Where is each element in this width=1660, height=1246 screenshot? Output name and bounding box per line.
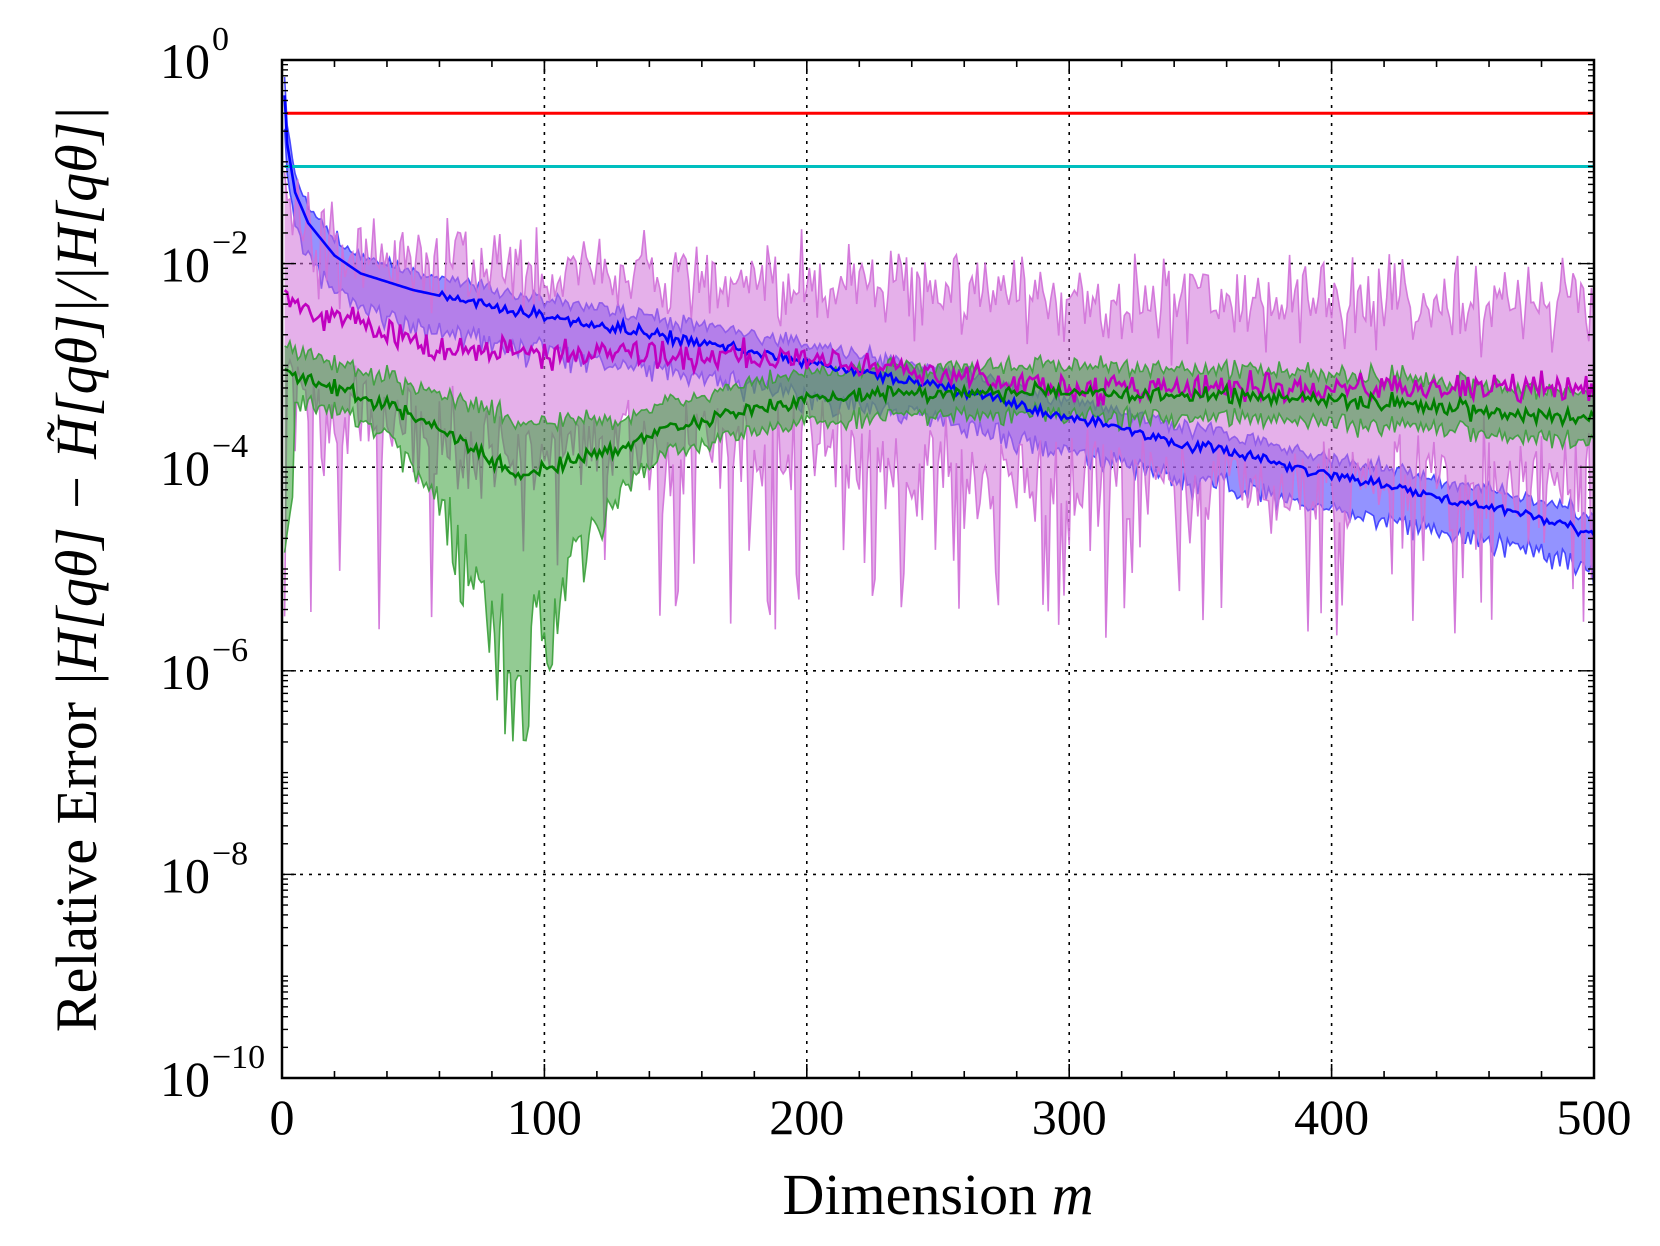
y-tick-label-base: 10 bbox=[160, 1051, 210, 1107]
plot-frame bbox=[280, 58, 1596, 1080]
y-tick-label-exp: −4 bbox=[212, 428, 248, 465]
x-tick-label: 200 bbox=[769, 1089, 844, 1145]
series-line-blue bbox=[283, 95, 1594, 538]
x-tick-labels: 0 100 200 300 400 500 bbox=[270, 1089, 1632, 1145]
x-tick-label: 400 bbox=[1294, 1089, 1369, 1145]
x-tick-label: 0 bbox=[270, 1089, 295, 1145]
series-band-green bbox=[284, 341, 1594, 742]
series-band-upper-green bbox=[284, 338, 1594, 433]
y-tick-label-exp: −6 bbox=[212, 632, 248, 669]
y-tick-label-base: 10 bbox=[160, 847, 210, 903]
x-tick-label: 500 bbox=[1557, 1089, 1632, 1145]
x-axis-variable: m bbox=[1052, 1162, 1094, 1227]
y-tick-label-base: 10 bbox=[160, 644, 210, 700]
series-band-lower-green bbox=[283, 394, 1594, 742]
x-tick-label: 100 bbox=[507, 1089, 582, 1145]
y-tick-label-exp: −2 bbox=[212, 225, 248, 262]
series-line-magenta bbox=[283, 289, 1594, 407]
y-tick-label-base: 10 bbox=[160, 440, 210, 496]
x-axis-title: Dimension m bbox=[783, 1162, 1094, 1227]
y-tick-label-base: 10 bbox=[160, 33, 210, 89]
y-tick-label-exp: −10 bbox=[212, 1039, 265, 1076]
series-band-upper-magenta bbox=[283, 172, 1594, 366]
y-axis-title-prefix: Relative Error bbox=[44, 702, 109, 1032]
series-lines bbox=[283, 95, 1594, 538]
series-bands bbox=[283, 76, 1594, 742]
x-axis-title-text: Dimension bbox=[783, 1162, 1038, 1227]
y-axis-title: Relative Error |H[qθ] − H̃[qθ]|/|H[qθ]| bbox=[44, 106, 109, 1032]
y-tick-label-exp: 0 bbox=[212, 21, 229, 58]
x-tick-label: 300 bbox=[1032, 1089, 1107, 1145]
series-line-green bbox=[284, 368, 1594, 482]
y-tick-label-exp: −8 bbox=[212, 835, 248, 872]
y-axis-title-expression: |H[qθ] − H̃[qθ]|/|H[qθ]| bbox=[44, 106, 109, 688]
y-tick-label-base: 10 bbox=[160, 237, 210, 293]
